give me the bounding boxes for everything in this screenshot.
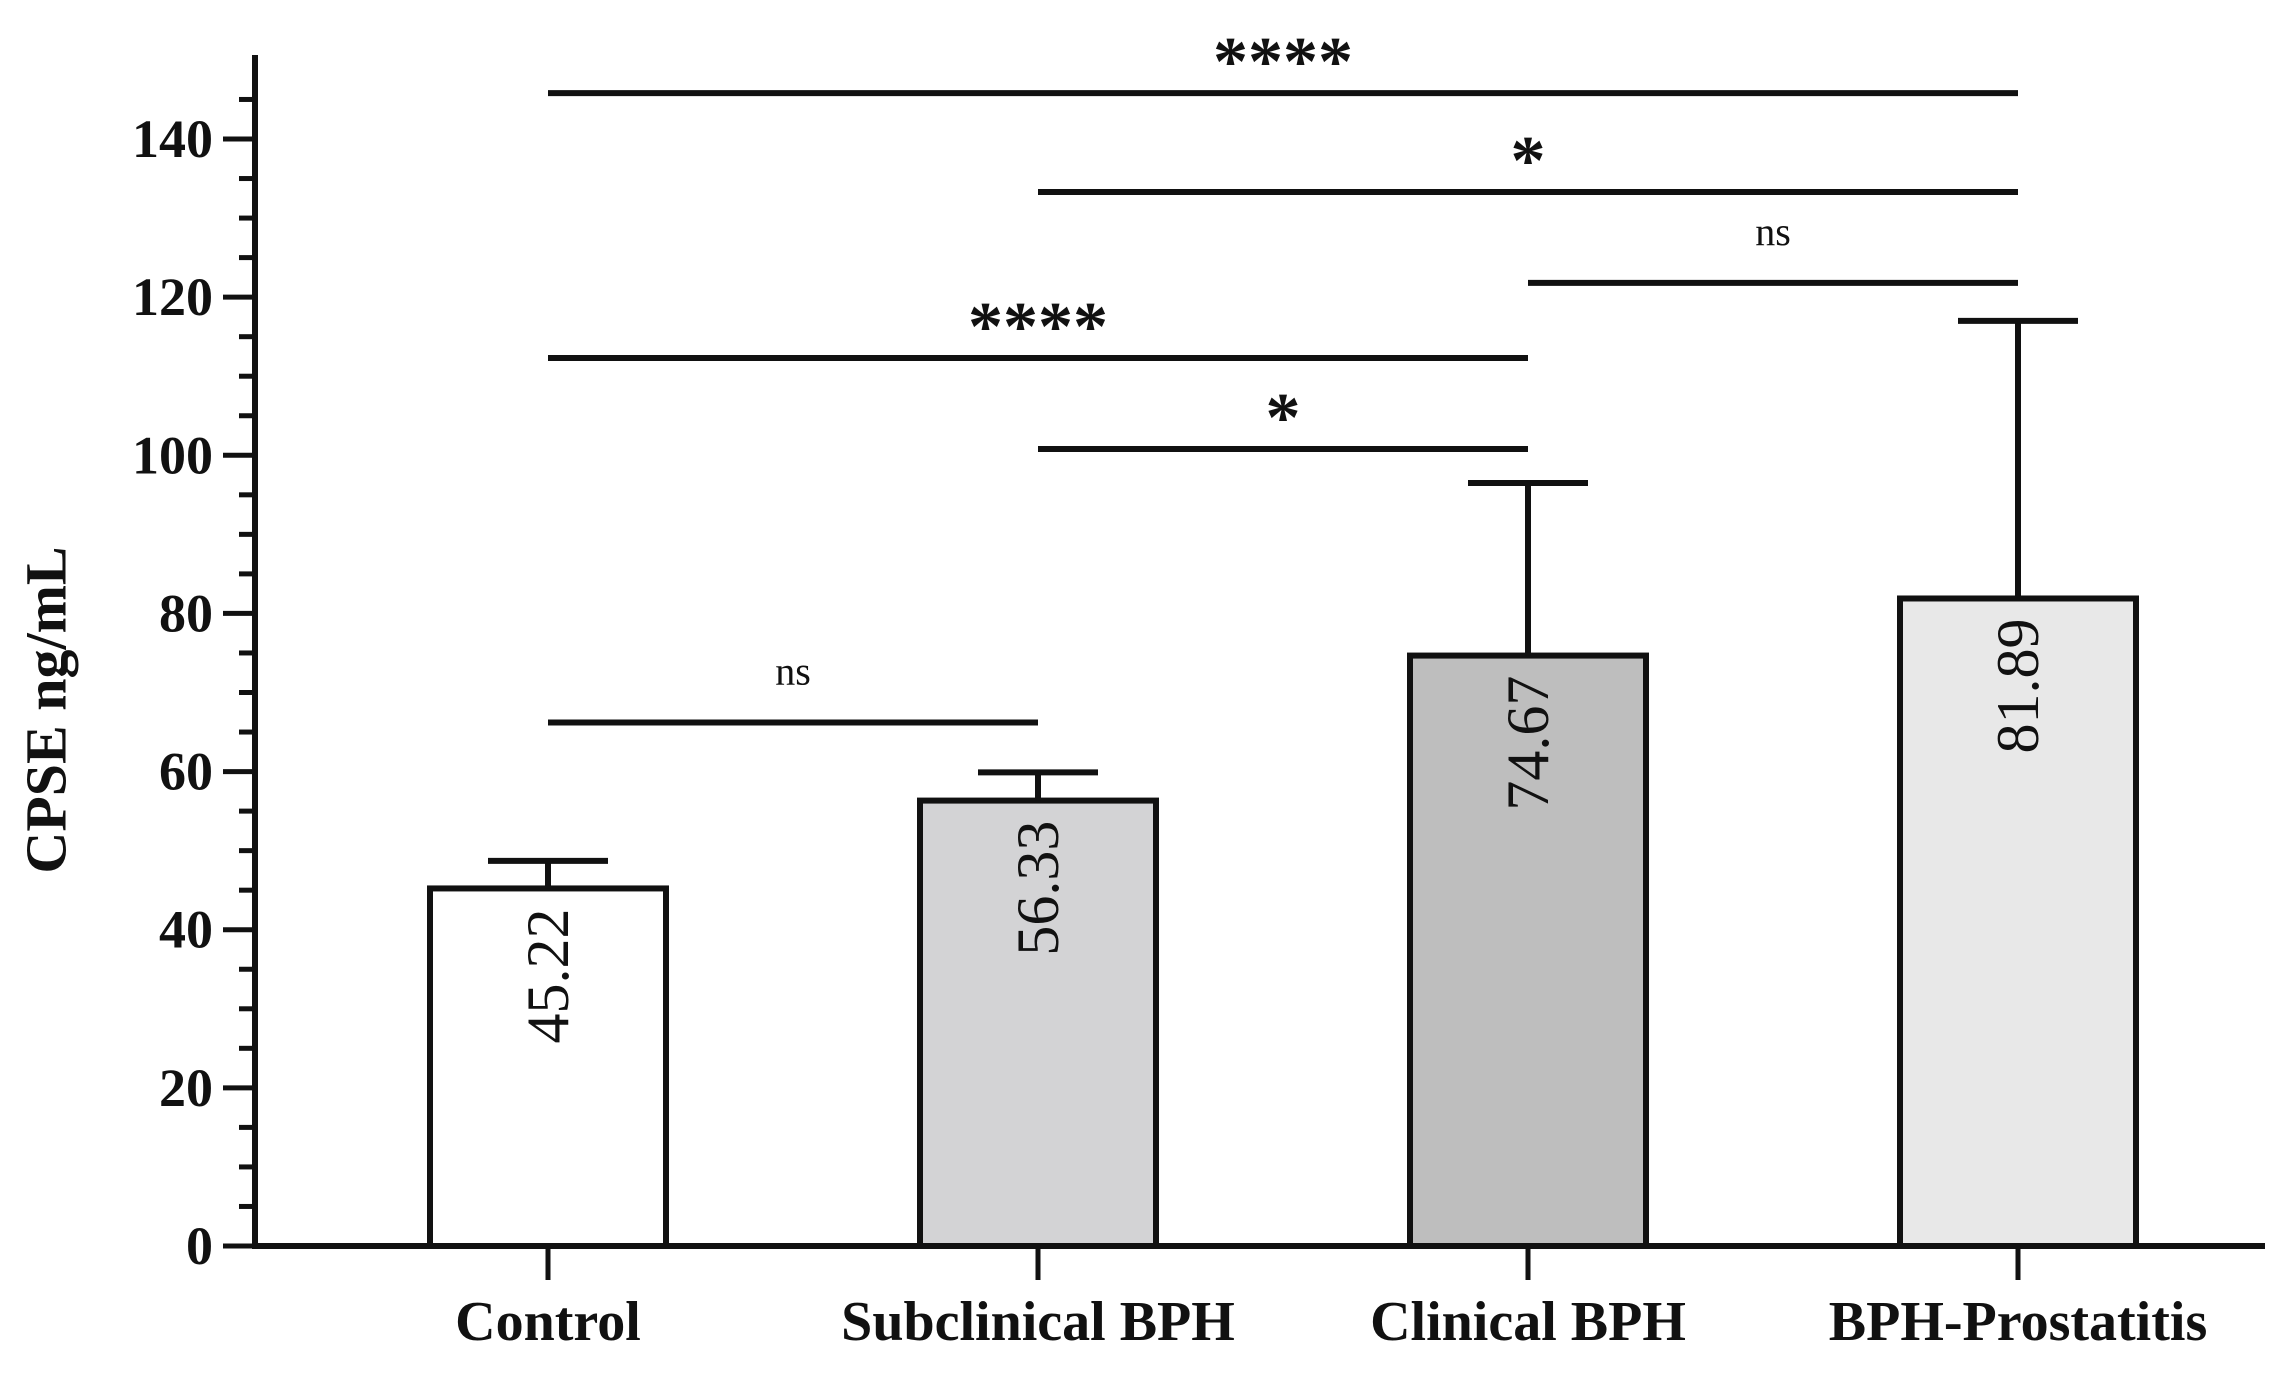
bar-subclinical-bph (917, 797, 1159, 1249)
value-label-clinical-bph: 74.67 (1495, 676, 1561, 811)
significance-label: * (1266, 380, 1301, 457)
y-tick-label: 20 (159, 1058, 213, 1118)
labels-group: Control Subclinical BPH Clinical BPH BPH-Pr… (14, 546, 2208, 1353)
y-tick-label: 80 (159, 583, 213, 643)
y-axis-label: CPSE ng/mL (14, 546, 79, 873)
category-label-bph-prostatitis: BPH-Prostatitis (1829, 1291, 2207, 1353)
value-label-control: 45.22 (515, 908, 581, 1043)
category-label-clinical-bph: Clinical BPH (1370, 1291, 1686, 1353)
y-tick-label: 140 (132, 109, 213, 169)
significance-label: * (1511, 123, 1546, 200)
y-tick-label: 40 (159, 900, 213, 960)
category-label-control: Control (455, 1291, 641, 1353)
value-label-bph-prostatitis: 81.89 (1985, 618, 2051, 753)
axes-group: 0 20 40 60 80 100 120 140 (132, 55, 2265, 1280)
significance-group: *****ns*****ns (548, 24, 2018, 726)
significance-label: **** (1213, 24, 1353, 101)
value-label-subclinical-bph: 56.33 (1005, 821, 1071, 956)
y-tick-label: 0 (186, 1216, 213, 1276)
bars-group (427, 595, 2139, 1250)
y-tick-label: 100 (132, 425, 213, 485)
y-tick-label: 60 (159, 742, 213, 802)
y-tick-label: 120 (132, 267, 213, 327)
significance-label: **** (968, 289, 1108, 366)
significance-label: ns (775, 649, 811, 694)
bar-bph-prostatitis (1897, 595, 2139, 1249)
error-bars-group (488, 317, 2078, 889)
bar-control (427, 885, 669, 1250)
significance-label: ns (1755, 209, 1791, 254)
category-label-subclinical-bph: Subclinical BPH (841, 1291, 1235, 1353)
